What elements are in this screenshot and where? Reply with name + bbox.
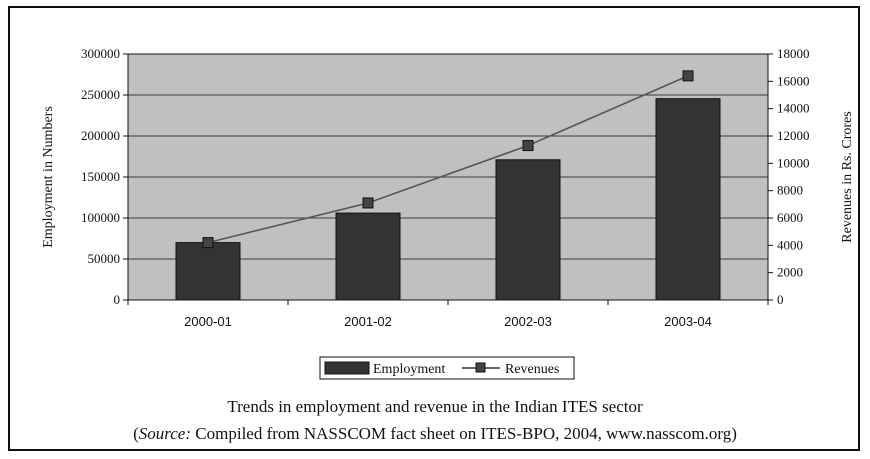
source-text: Compiled from NASSCOM fact sheet on ITES… [191, 424, 737, 443]
right-axis-title: Revenues in Rs. Crores [840, 111, 855, 242]
left-tick-label: 50000 [88, 251, 121, 266]
right-tick-label: 2000 [777, 265, 803, 280]
left-tick-label: 150000 [81, 169, 120, 184]
left-tick-label: 300000 [81, 46, 120, 61]
revenue-point [522, 140, 534, 152]
employment-bar [175, 242, 241, 301]
right-tick-label: 12000 [777, 128, 810, 143]
x-tick-label: 2002-03 [504, 314, 552, 329]
right-tick-label: 14000 [777, 101, 810, 116]
caption-title: Trends in employment and revenue in the … [227, 397, 643, 416]
left-tick-label: 100000 [81, 210, 120, 225]
revenue-point [202, 237, 214, 249]
employment-bar [655, 98, 721, 301]
left-tick-label: 250000 [81, 87, 120, 102]
right-axis-ticks: 0 2000 4000 6000 8000 10000 12000 14000 16000 180… [768, 46, 810, 307]
legend-employment-swatch [324, 361, 370, 375]
revenue-line [202, 70, 694, 249]
revenue-point [362, 197, 374, 209]
legend-revenue-marker [475, 362, 486, 373]
employment-bars [175, 98, 721, 301]
legend-revenue-label: Revenues [505, 362, 559, 377]
right-tick-label: 8000 [777, 183, 803, 198]
right-tick-label: 16000 [777, 73, 810, 88]
right-tick-label: 18000 [777, 46, 810, 61]
x-tick-label: 2000-01 [184, 314, 232, 329]
right-tick-label: 6000 [777, 210, 803, 225]
left-axis-title: Employment in Numbers [41, 106, 56, 248]
right-tick-label: 0 [777, 292, 784, 307]
source-open: ( [133, 424, 139, 443]
revenue-point [682, 70, 694, 82]
legend-box [319, 356, 575, 380]
left-tick-label: 200000 [81, 128, 120, 143]
right-tick-label: 4000 [777, 237, 803, 252]
left-tick-label: 0 [114, 292, 121, 307]
x-tick-label: 2003-04 [664, 314, 712, 329]
employment-bar [495, 159, 561, 301]
legend-employment-label: Employment [373, 362, 445, 377]
legend: Employment Revenues [319, 356, 575, 380]
x-axis-ticks: 2000-01 2001-02 2002-03 2003-04 [127, 300, 769, 329]
left-axis-ticks: 0 50000 100000 150000 200000 250000 300000 [81, 46, 128, 307]
figure-source: (Source: Compiled from NASSCOM fact shee… [0, 424, 870, 444]
revenue-line-path [207, 75, 689, 244]
x-tick-label: 2001-02 [344, 314, 392, 329]
right-tick-label: 10000 [777, 155, 810, 170]
source-label: Source: [138, 424, 192, 443]
figure-caption: Trends in employment and revenue in the … [0, 397, 870, 417]
employment-bar [335, 212, 401, 301]
